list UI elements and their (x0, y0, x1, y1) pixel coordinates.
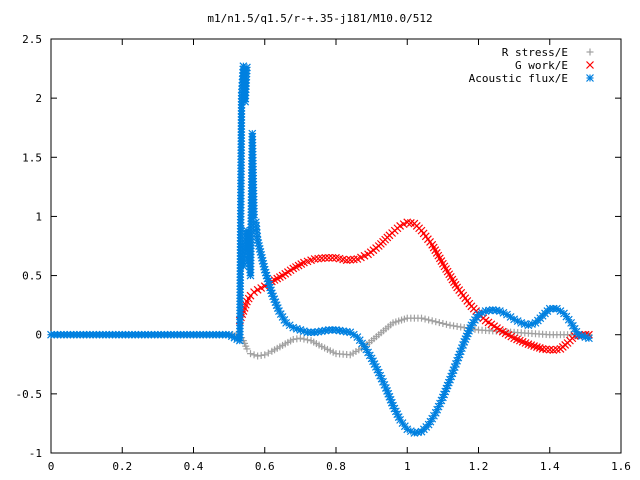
y-tick-label: -0.5 (16, 388, 43, 401)
curve-marker (530, 342, 538, 350)
data-point (418, 314, 425, 322)
curve-marker (255, 245, 264, 253)
plot-frame (50, 38, 622, 454)
curve-marker (435, 319, 443, 327)
curve-marker (250, 351, 258, 359)
curve-marker (324, 253, 333, 262)
y-tick-label: 2.5 (22, 33, 42, 46)
y-axis: -1 -0.5 0 0.5 1 1.5 2 2.5 (16, 33, 621, 460)
x-tick-label: 0 (48, 460, 55, 473)
legend-label: G work/E (515, 59, 568, 72)
curve-marker (421, 315, 429, 323)
legend-marker (586, 74, 594, 82)
chart-title: m1/n1.5/q1.5/r-+.35-j181/M10.0/512 (207, 12, 432, 25)
legend-marker (586, 48, 594, 56)
curve-marker (428, 317, 436, 325)
y-tick-label: 1.5 (22, 151, 42, 164)
data-point (374, 368, 383, 377)
x-tick-label: 1.6 (611, 460, 631, 473)
curve-marker (442, 320, 450, 328)
legend-marker (586, 61, 594, 69)
legend-label: Acoustic flux/E (469, 72, 568, 85)
curve-marker (328, 326, 337, 334)
series-2 (47, 62, 593, 437)
x-tick-label: 0.6 (255, 460, 275, 473)
curve-marker (527, 341, 536, 350)
data-point (432, 318, 440, 326)
x-axis: 0 0.2 0.4 0.6 0.8 1 1.2 1.4 1.6 (48, 39, 631, 473)
curve-marker (264, 349, 272, 357)
curve-marker (439, 319, 447, 327)
y-tick-label: -1 (29, 447, 42, 460)
x-tick-label: 1 (404, 460, 411, 473)
data-point (585, 334, 593, 343)
curve-marker (425, 316, 433, 324)
curve-marker (304, 336, 311, 344)
y-tick-label: 0.5 (22, 270, 42, 283)
curve-marker (328, 253, 337, 262)
curve-marker (549, 304, 558, 313)
x-tick-label: 0.2 (112, 460, 132, 473)
series-1 (235, 218, 593, 355)
curve-marker (256, 247, 265, 256)
data-point (243, 345, 251, 353)
x-tick-label: 0.8 (326, 460, 346, 473)
x-tick-label: 1.4 (540, 460, 560, 473)
data-point (250, 288, 258, 297)
data-point (321, 253, 330, 262)
x-tick-label: 0.4 (184, 460, 204, 473)
curve-marker (533, 343, 541, 351)
data-point (360, 342, 369, 351)
data-point (243, 63, 251, 72)
data-point (261, 351, 269, 359)
y-tick-label: 0 (35, 329, 42, 342)
series-layer (47, 62, 593, 437)
data-point (247, 350, 254, 358)
legend-label: R stress/E (502, 46, 568, 59)
curve-marker (390, 404, 399, 413)
curve-marker (535, 344, 544, 352)
curve-marker (300, 335, 308, 343)
data-point (495, 307, 504, 315)
y-tick-label: 2 (35, 92, 42, 105)
data-point (524, 340, 533, 349)
data-point (296, 334, 304, 342)
y-tick-label: 1 (35, 210, 42, 223)
x-tick-label: 1.2 (469, 460, 489, 473)
